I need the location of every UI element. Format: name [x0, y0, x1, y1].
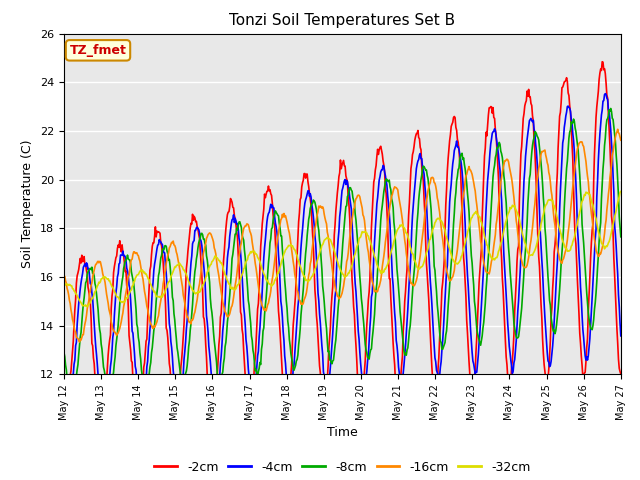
-2cm [598, 59, 606, 65]
-4cm [411, 184, 419, 190]
-16cm [428, 175, 435, 181]
-2cm [60, 435, 68, 441]
-32cm [428, 233, 435, 239]
-16cm [185, 318, 193, 324]
-2cm [214, 371, 221, 376]
-32cm [185, 278, 193, 284]
-2cm [426, 330, 434, 336]
X-axis label: Time: Time [327, 426, 358, 439]
-8cm [411, 262, 419, 267]
Line: -8cm: -8cm [64, 108, 621, 397]
Line: -32cm: -32cm [64, 192, 621, 307]
-4cm [617, 333, 625, 339]
Line: -2cm: -2cm [64, 62, 621, 438]
-8cm [214, 372, 222, 378]
-16cm [70, 324, 78, 330]
-16cm [60, 273, 68, 279]
-2cm [127, 358, 135, 364]
Y-axis label: Soil Temperature (C): Soil Temperature (C) [22, 140, 35, 268]
-8cm [60, 350, 68, 356]
Legend: -2cm, -4cm, -8cm, -16cm, -32cm: -2cm, -4cm, -8cm, -16cm, -32cm [150, 456, 535, 479]
Line: -4cm: -4cm [64, 94, 621, 420]
-2cm [410, 144, 418, 149]
-4cm [214, 386, 222, 392]
-16cm [617, 137, 625, 143]
Text: TZ_fmet: TZ_fmet [70, 44, 127, 57]
-8cm [71, 381, 79, 386]
-8cm [617, 234, 625, 240]
-32cm [83, 304, 91, 310]
-8cm [128, 273, 136, 279]
-16cm [128, 256, 136, 262]
-4cm [428, 288, 435, 294]
-16cm [76, 339, 83, 345]
-4cm [185, 293, 193, 299]
-2cm [70, 321, 78, 326]
-16cm [411, 282, 419, 288]
-4cm [71, 357, 79, 363]
-32cm [617, 189, 625, 194]
-4cm [63, 417, 70, 422]
-32cm [60, 282, 68, 288]
-8cm [185, 344, 193, 349]
-2cm [184, 249, 192, 254]
-16cm [614, 126, 621, 132]
-8cm [68, 395, 76, 400]
Line: -16cm: -16cm [64, 129, 621, 342]
-2cm [617, 371, 625, 377]
-8cm [428, 206, 435, 212]
-4cm [60, 401, 68, 407]
-32cm [214, 256, 222, 262]
-8cm [607, 106, 614, 111]
-4cm [128, 328, 136, 334]
-16cm [214, 269, 222, 275]
-4cm [602, 91, 609, 96]
Title: Tonzi Soil Temperatures Set B: Tonzi Soil Temperatures Set B [229, 13, 456, 28]
-32cm [128, 283, 136, 289]
-32cm [70, 288, 78, 294]
-32cm [411, 258, 419, 264]
